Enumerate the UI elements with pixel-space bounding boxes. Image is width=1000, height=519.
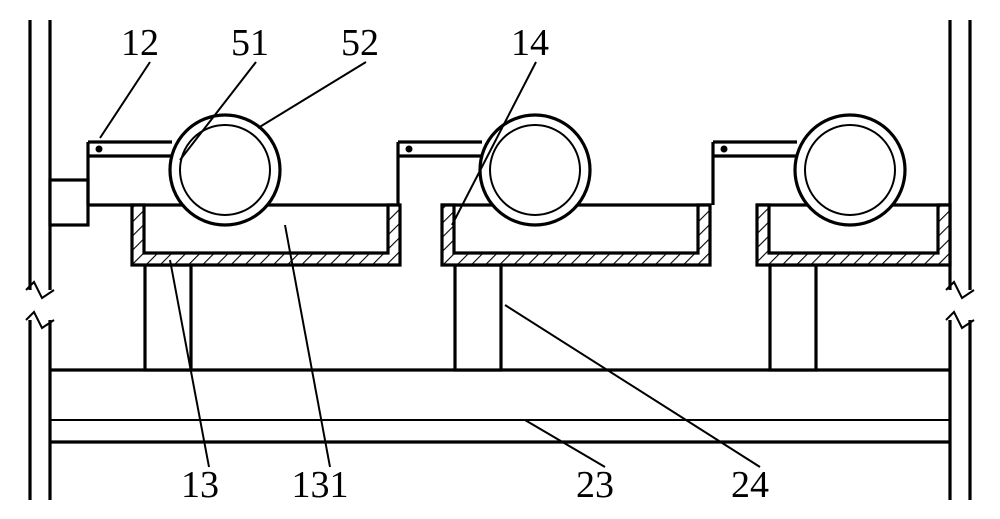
- tray: [132, 205, 400, 265]
- label-52: 52: [341, 22, 379, 64]
- label-131: 131: [292, 464, 349, 506]
- label-12: 12: [121, 22, 159, 64]
- label-23: 23: [576, 464, 614, 506]
- label-51: 51: [231, 22, 269, 64]
- roller-outer: [480, 115, 590, 225]
- pawl-axle: [406, 146, 413, 153]
- label-24: 24: [731, 464, 769, 506]
- leader-52: [258, 62, 366, 128]
- roller-outer: [795, 115, 905, 225]
- pawl-axle: [96, 146, 103, 153]
- label-13: 13: [181, 464, 219, 506]
- tray: [442, 205, 710, 265]
- leader-12: [100, 62, 150, 138]
- pawl-axle: [721, 146, 728, 153]
- roller-outer: [170, 115, 280, 225]
- label-14: 14: [511, 22, 549, 64]
